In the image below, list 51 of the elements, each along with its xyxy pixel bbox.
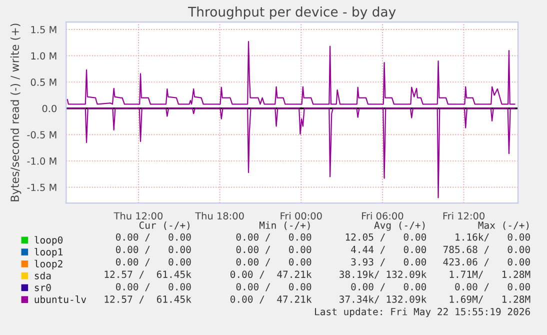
text: 12.57 / 61.45k	[104, 270, 192, 279]
text: 38.19k/ 132.09k	[340, 270, 427, 279]
text: 4.44 / 0.00	[351, 246, 426, 254]
text: 1.71M/ 1.28M	[450, 270, 530, 279]
text: 423.06 / 0.00	[443, 258, 530, 266]
text: 0.00 / 0.00	[236, 233, 312, 242]
x-tick-label: Fri 06:00	[362, 212, 404, 220]
text: 0.00 / 47.21k	[230, 295, 312, 304]
text: 0.00 / 0.00	[351, 283, 426, 292]
legend-label: sda	[34, 272, 51, 280]
line-series	[66, 108, 516, 198]
legend-label: ubuntu-lv	[34, 296, 86, 304]
y-tick-label: -1.5 M	[27, 184, 56, 192]
text: 0.00 / 0.00	[236, 258, 312, 266]
x-tick-label: Thu 18:00	[195, 212, 244, 220]
text: Min (-/+)	[260, 221, 310, 230]
text: 0.00 / 0.00	[236, 246, 312, 254]
text: 3.93 / 0.00	[351, 258, 426, 266]
text: 12.05 / 0.00	[346, 233, 426, 242]
legend-label: loop2	[34, 260, 62, 270]
line-series	[66, 41, 516, 105]
legend-label: loop1	[34, 248, 63, 258]
text: 0.00 / 0.00	[116, 258, 191, 266]
text: 0.00 / 0.00	[455, 283, 530, 292]
x-tick-label: Fri 00:00	[280, 212, 322, 220]
y-tick-label: 0.0	[42, 104, 57, 112]
text: Last update: Fri May 22 15:55:19 2026	[315, 308, 530, 318]
legend-label: loop0	[34, 236, 63, 246]
text: Avg (-/+)	[374, 221, 425, 231]
y-axis-title: Bytes/second read (-) / write (+)	[10, 24, 22, 202]
text: 0.00 / 0.00	[116, 246, 191, 254]
text: 0.00 / 0.00	[116, 283, 191, 292]
y-tick-label: 0.5 M	[30, 78, 56, 86]
text: Cur (-/+)	[139, 221, 190, 230]
text: 785.68 / 0.00	[443, 246, 530, 254]
x-tick-label: Thu 12:00	[114, 212, 163, 220]
y-tick-label: -0.5 M	[27, 131, 56, 138]
text: 37.34k/ 132.09k	[340, 295, 427, 304]
y-tick-label: 1.5 M	[31, 26, 56, 34]
text: 1.16k/ 0.00	[456, 233, 530, 242]
text: 1.69M/ 1.28M	[450, 296, 530, 304]
text: 12.57 / 61.45k	[104, 295, 192, 304]
y-tick-label: -1.0 M	[27, 157, 56, 165]
text: 0.00 / 47.21k	[230, 270, 312, 279]
text: Max (-/+)	[478, 221, 529, 230]
y-tick-label: 1.0 M	[31, 52, 56, 60]
text: 0.00 / 0.00	[236, 283, 312, 292]
x-tick-label: Fri 12:00	[443, 212, 484, 220]
text: 0.00 / 0.00	[116, 233, 191, 242]
legend-label: sr0	[34, 284, 51, 292]
chart-title: Throughput per device - by day	[188, 6, 396, 20]
